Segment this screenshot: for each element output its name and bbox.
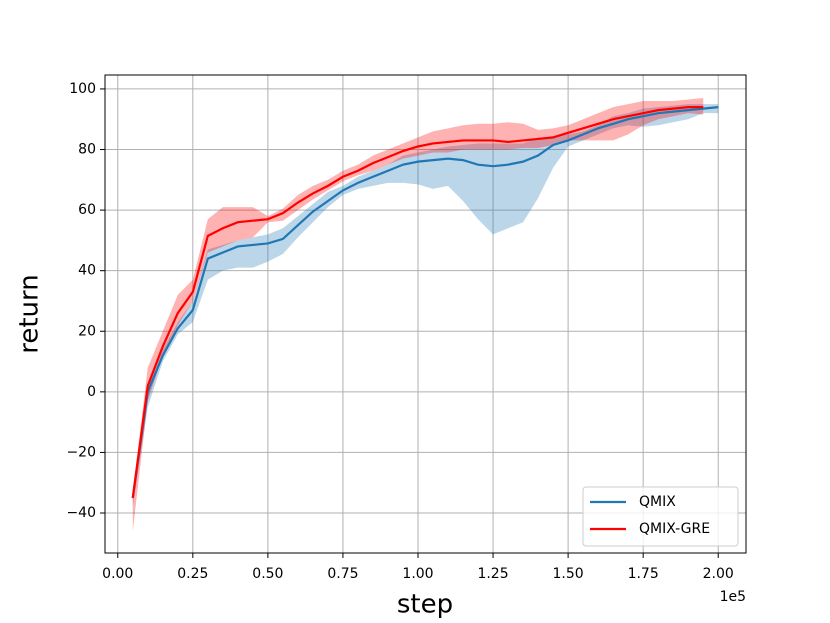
y-tick-label: −40: [66, 505, 96, 521]
legend-label: QMIX: [639, 494, 676, 510]
x-tick-label: 2.00: [703, 566, 734, 582]
x-tick-label: 0.75: [327, 566, 358, 582]
x-axis-label: step: [397, 590, 453, 620]
x-tick-label: 0.50: [252, 566, 283, 582]
x-offset-label: 1e5: [720, 589, 746, 605]
line: [131, 106, 704, 499]
x-tick-label: 1.25: [477, 566, 508, 582]
plot-frame: [104, 74, 747, 554]
y-tick-label: 20: [78, 323, 96, 339]
y-tick-label: −20: [66, 444, 96, 460]
legend: QMIX QMIX-GRE: [582, 486, 739, 547]
y-tick-label: 40: [78, 263, 96, 279]
legend-label: QMIX-GRE: [639, 521, 710, 537]
y-tick-label: 0: [87, 384, 96, 400]
x-tick-label: 0.25: [177, 566, 208, 582]
band: [132, 104, 719, 507]
x-tick-label: 0.00: [102, 566, 133, 582]
y-tick-label: 100: [69, 81, 96, 97]
x-tick-label: 1.50: [553, 566, 584, 582]
line: [131, 106, 719, 499]
y-tick-label: 60: [78, 202, 96, 218]
x-tick-label: 1.75: [628, 566, 659, 582]
y-tick-label: 80: [78, 142, 96, 158]
x-tick-label: 1.00: [402, 566, 433, 582]
y-axis-label: return: [15, 274, 45, 354]
